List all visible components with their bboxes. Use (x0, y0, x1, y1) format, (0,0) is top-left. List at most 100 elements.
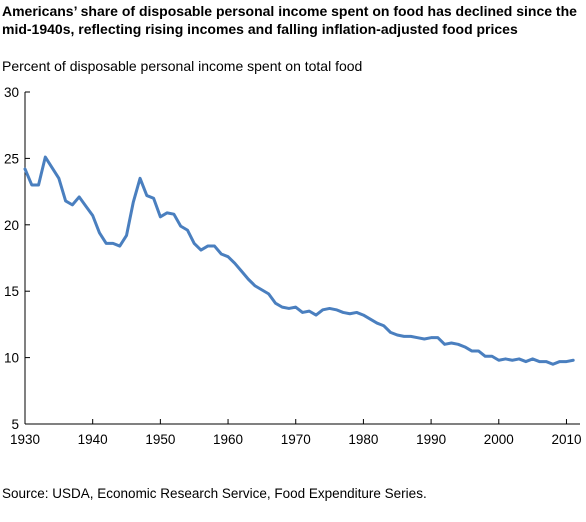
data-point (450, 342, 452, 344)
data-point (403, 335, 405, 337)
data-point (166, 212, 168, 214)
data-point (315, 314, 317, 316)
data-point (349, 313, 351, 315)
data-point (268, 293, 270, 295)
data-point (484, 355, 486, 357)
data-point (173, 213, 175, 215)
data-point (383, 325, 385, 327)
data-point (193, 242, 195, 244)
data-point (51, 167, 53, 169)
data-point (31, 184, 33, 186)
line-chart: 5 10 15 20 25 30 1930 1940 1950 1960 1970 1980 1990… (4, 85, 582, 447)
data-point (322, 309, 324, 311)
data-point (545, 361, 547, 363)
data-point (410, 335, 412, 337)
data-point (538, 361, 540, 363)
data-point (518, 358, 520, 360)
data-point (200, 249, 202, 251)
data-point (491, 355, 493, 357)
data-point (159, 216, 161, 218)
data-point (477, 350, 479, 352)
data-point (437, 337, 439, 339)
x-tick-label: 2010 (551, 432, 581, 447)
data-point (254, 285, 256, 287)
data-point (220, 253, 222, 255)
data-point (532, 358, 534, 360)
x-tick-label: 1930 (10, 432, 40, 447)
data-point (112, 242, 114, 244)
data-point (329, 307, 331, 309)
data-point (58, 177, 60, 179)
y-tick-label: 30 (4, 85, 19, 100)
data-point (92, 215, 94, 216)
data-point (119, 245, 121, 247)
data-point (308, 310, 310, 312)
x-tick-label: 2000 (484, 432, 514, 447)
x-tick-label: 1980 (348, 432, 378, 447)
data-point (24, 168, 26, 170)
data-point (38, 184, 40, 186)
data-point (430, 337, 432, 339)
data-point (180, 225, 182, 227)
data-point (132, 201, 134, 203)
x-tick-label: 1940 (78, 432, 108, 447)
x-tick-label: 1960 (213, 432, 243, 447)
chart-title: Americans’ share of disposable personal … (2, 3, 577, 37)
data-point (559, 361, 561, 363)
data-point (105, 242, 107, 244)
data-point (207, 245, 209, 247)
data-point (281, 306, 283, 308)
data-point (511, 359, 513, 361)
data-point (565, 361, 567, 363)
y-tick-label: 20 (4, 218, 19, 233)
data-point (464, 346, 466, 348)
data-point (342, 311, 344, 313)
data-point (98, 232, 100, 234)
data-points (24, 156, 574, 365)
data-point (389, 331, 391, 333)
y-ticks: 5 10 15 20 25 30 (4, 85, 30, 432)
x-tick-label: 1990 (416, 432, 446, 447)
data-point (153, 197, 155, 199)
data-point (457, 343, 459, 345)
data-point (139, 177, 141, 179)
y-tick-label: 25 (4, 151, 19, 166)
data-point (505, 358, 507, 360)
data-point (85, 205, 87, 207)
data-point (146, 195, 148, 197)
data-point (71, 204, 73, 206)
series-line (23, 155, 575, 366)
data-point (186, 229, 188, 231)
x-tick-label: 1950 (145, 432, 175, 447)
y-axis-label: Percent of disposable personal income sp… (2, 58, 363, 74)
data-point (335, 309, 337, 311)
y-tick-label: 5 (11, 417, 19, 432)
data-point (295, 306, 297, 308)
data-point (369, 318, 371, 320)
data-point (471, 350, 473, 352)
data-point (126, 234, 128, 236)
data-point (362, 314, 364, 316)
data-point (356, 311, 358, 313)
x-ticks: 1930 1940 1950 1960 1970 1980 1990 2000 2010 (10, 419, 581, 447)
data-point (376, 322, 378, 324)
data-point (572, 359, 574, 361)
source-note: Source: USDA, Economic Research Service,… (2, 486, 427, 501)
data-point (552, 363, 554, 365)
data-point (214, 245, 216, 247)
x-tick-label: 1970 (281, 432, 311, 447)
data-point (288, 307, 290, 309)
data-point (261, 289, 263, 291)
data-point (444, 343, 446, 345)
y-tick-label: 15 (4, 284, 19, 299)
data-point (65, 200, 67, 202)
data-point (247, 278, 249, 280)
data-point (44, 156, 46, 158)
data-point (78, 196, 80, 198)
data-point (227, 256, 229, 258)
data-point (423, 338, 425, 340)
data-point (234, 262, 236, 264)
data-point (241, 270, 243, 272)
data-point (417, 337, 419, 339)
data-point (525, 361, 527, 363)
